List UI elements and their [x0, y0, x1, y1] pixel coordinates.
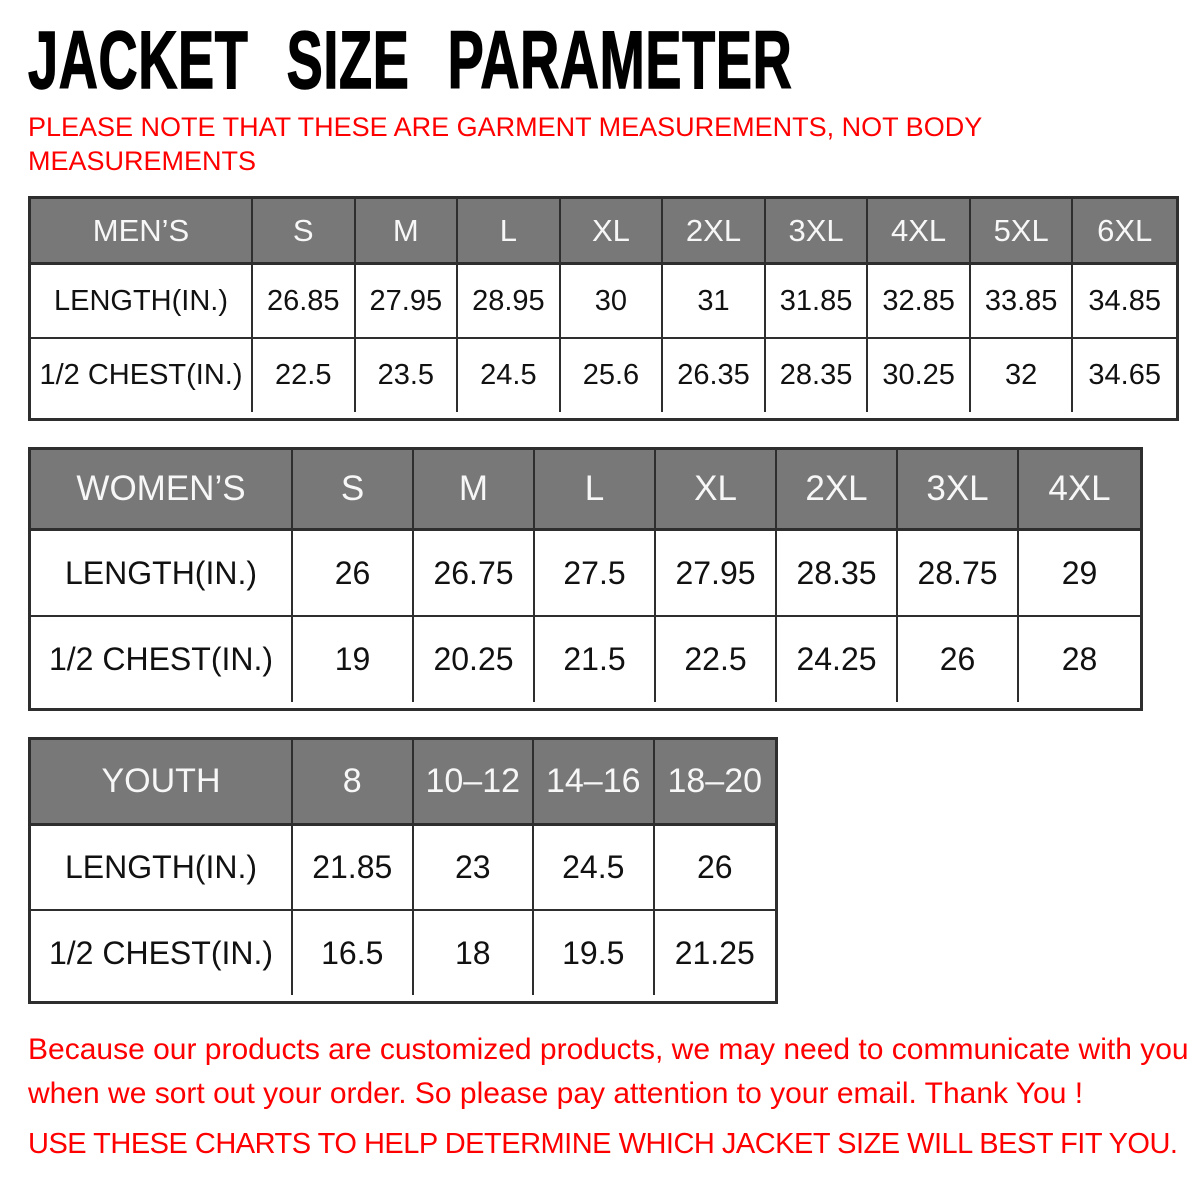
mens-column-header-l: L [458, 199, 561, 265]
womens-column-header-s: S [293, 450, 414, 531]
garment-measurement-note: PLEASE NOTE THAT THESE ARE GARMENT MEASU… [28, 110, 1008, 178]
mens-column-header-6xl: 6XL [1073, 199, 1176, 265]
mens-row-label-length: LENGTH(IN.) [31, 265, 253, 339]
womens-length-m: 26.75 [414, 531, 535, 617]
youth-size-table: YOUTH 8 10–12 14–16 18–20 LENGTH(IN.) 21… [28, 737, 778, 1004]
womens-size-table: WOMEN’S S M L XL 2XL 3XL 4XL LENGTH(IN.)… [28, 447, 1143, 711]
mens-length-2xl: 31 [663, 265, 766, 339]
mens-length-3xl: 31.85 [765, 265, 869, 339]
mens-length-s: 26.85 [253, 265, 356, 339]
mens-length-xl: 30 [560, 265, 664, 339]
youth-length-8: 21.85 [293, 826, 414, 911]
youth-length-14-16: 24.5 [534, 826, 655, 911]
customization-note: Because our products are customized prod… [28, 1028, 1198, 1116]
usage-note: USE THESE CHARTS TO HELP DETERMINE WHICH… [28, 1128, 1178, 1160]
womens-column-header-2xl: 2XL [777, 450, 898, 531]
youth-length-10-12: 23 [413, 826, 534, 911]
mens-column-header-3xl: 3XL [765, 199, 869, 265]
womens-column-header-l: L [535, 450, 656, 531]
mens-column-header-xl: XL [560, 199, 664, 265]
womens-column-header-4xl: 4XL [1019, 450, 1140, 531]
mens-chest-xl: 25.6 [561, 339, 664, 412]
garment-measurement-note-line1: PLEASE NOTE THAT THESE ARE GARMENT MEASU… [28, 112, 983, 142]
youth-chest-18-20: 21.25 [674, 934, 755, 971]
womens-column-header-m: M [414, 450, 535, 531]
customization-note-line1: Because our products are customized prod… [28, 1033, 1189, 1066]
mens-chest-2xl: 26.35 [663, 339, 766, 412]
mens-length-5xl: 33.85 [970, 265, 1074, 339]
mens-length-6xl: 34.85 [1073, 265, 1176, 339]
mens-chest-5xl: 32 [971, 339, 1074, 412]
womens-row-label-length: LENGTH(IN.) [31, 531, 293, 617]
mens-length-4xl: 32.85 [868, 265, 971, 339]
youth-chest-8: 16.5 [293, 911, 414, 995]
womens-column-header-3xl: 3XL [898, 450, 1019, 531]
youth-column-header-10-12: 10–12 [413, 740, 534, 826]
mens-table-title-cell: MEN’S [31, 199, 253, 265]
womens-length-2xl: 28.35 [777, 531, 898, 617]
youth-column-header-18-20: 18–20 [654, 740, 775, 826]
mens-chest-3xl: 28.35 [766, 339, 869, 412]
youth-chest-10-12: 18 [414, 911, 534, 995]
mens-chest-4xl: 30.25 [868, 339, 971, 412]
mens-chest-m: 23.5 [356, 339, 459, 412]
womens-length-l: 27.5 [535, 531, 656, 617]
youth-row-label-length: LENGTH(IN.) [31, 826, 293, 911]
womens-chest-s: 19 [293, 617, 414, 702]
youth-table-title-cell: YOUTH [31, 740, 293, 826]
womens-length-3xl: 28.75 [898, 531, 1019, 617]
womens-length-xl: 27.95 [656, 531, 777, 617]
womens-chest-2xl: 24.25 [777, 617, 898, 702]
mens-size-table: MEN’S S M L XL 2XL 3XL 4XL 5XL 6XL LENGT… [28, 196, 1179, 421]
womens-chest-4xl: 28 [1061, 641, 1098, 677]
customization-note-line2: when we sort out your order. So please p… [28, 1077, 1084, 1110]
womens-chest-m: 20.25 [414, 617, 535, 702]
mens-column-header-2xl: 2XL [663, 199, 766, 265]
womens-row-label-chest: 1/2 CHEST(IN.) [31, 617, 293, 702]
youth-length-18-20: 26 [654, 826, 775, 911]
womens-chest-xl: 22.5 [656, 617, 777, 702]
mens-column-header-4xl: 4XL [868, 199, 971, 265]
womens-chest-l: 21.5 [535, 617, 656, 702]
womens-chest-3xl: 26 [898, 617, 1019, 702]
youth-column-header-8: 8 [293, 740, 414, 826]
mens-column-header-5xl: 5XL [970, 199, 1074, 265]
mens-chest-6xl: 34.65 [1088, 359, 1161, 391]
youth-row-label-chest: 1/2 CHEST(IN.) [31, 911, 293, 995]
mens-chest-l: 24.5 [458, 339, 561, 412]
garment-measurement-note-line2: MEASUREMENTS [28, 146, 257, 176]
youth-chest-14-16: 19.5 [534, 911, 655, 995]
womens-length-4xl: 29 [1019, 531, 1140, 617]
mens-length-l: 28.95 [458, 265, 561, 339]
womens-column-header-xl: XL [656, 450, 777, 531]
youth-column-header-14-16: 14–16 [534, 740, 655, 826]
page-title: JACKET SIZE PARAMETER [28, 15, 793, 106]
womens-table-title-cell: WOMEN’S [31, 450, 293, 531]
mens-column-header-m: M [355, 199, 459, 265]
mens-row-label-chest: 1/2 CHEST(IN.) [31, 339, 253, 412]
mens-column-header-s: S [253, 199, 356, 265]
mens-chest-s: 22.5 [253, 339, 356, 412]
mens-length-m: 27.95 [355, 265, 459, 339]
womens-length-s: 26 [293, 531, 414, 617]
